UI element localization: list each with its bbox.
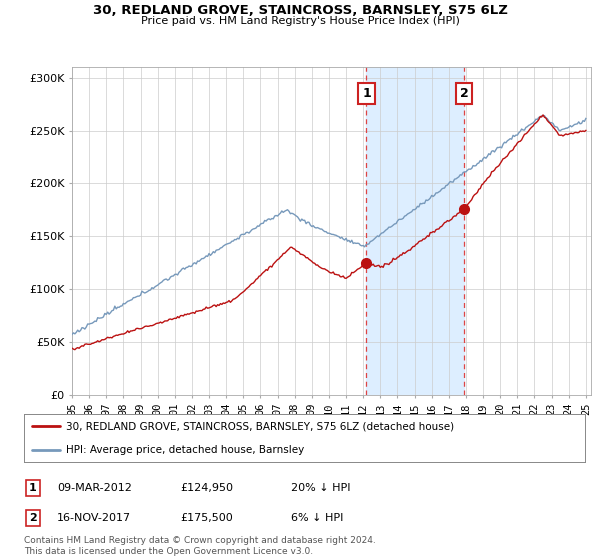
Text: 09-MAR-2012: 09-MAR-2012 [57, 483, 132, 493]
Text: 16-NOV-2017: 16-NOV-2017 [57, 513, 131, 523]
Text: 20% ↓ HPI: 20% ↓ HPI [291, 483, 350, 493]
Text: Contains HM Land Registry data © Crown copyright and database right 2024.
This d: Contains HM Land Registry data © Crown c… [24, 536, 376, 556]
Text: 6% ↓ HPI: 6% ↓ HPI [291, 513, 343, 523]
Text: £124,950: £124,950 [180, 483, 233, 493]
Text: 1: 1 [362, 87, 371, 100]
Text: 2: 2 [460, 87, 468, 100]
Text: HPI: Average price, detached house, Barnsley: HPI: Average price, detached house, Barn… [66, 445, 304, 455]
Text: 30, REDLAND GROVE, STAINCROSS, BARNSLEY, S75 6LZ (detached house): 30, REDLAND GROVE, STAINCROSS, BARNSLEY,… [66, 421, 454, 431]
Text: Price paid vs. HM Land Registry's House Price Index (HPI): Price paid vs. HM Land Registry's House … [140, 16, 460, 26]
Bar [367, 67, 464, 395]
Text: 1: 1 [29, 483, 37, 493]
Text: 2: 2 [29, 513, 37, 523]
Text: 30, REDLAND GROVE, STAINCROSS, BARNSLEY, S75 6LZ: 30, REDLAND GROVE, STAINCROSS, BARNSLEY,… [92, 4, 508, 17]
Text: £175,500: £175,500 [180, 513, 233, 523]
